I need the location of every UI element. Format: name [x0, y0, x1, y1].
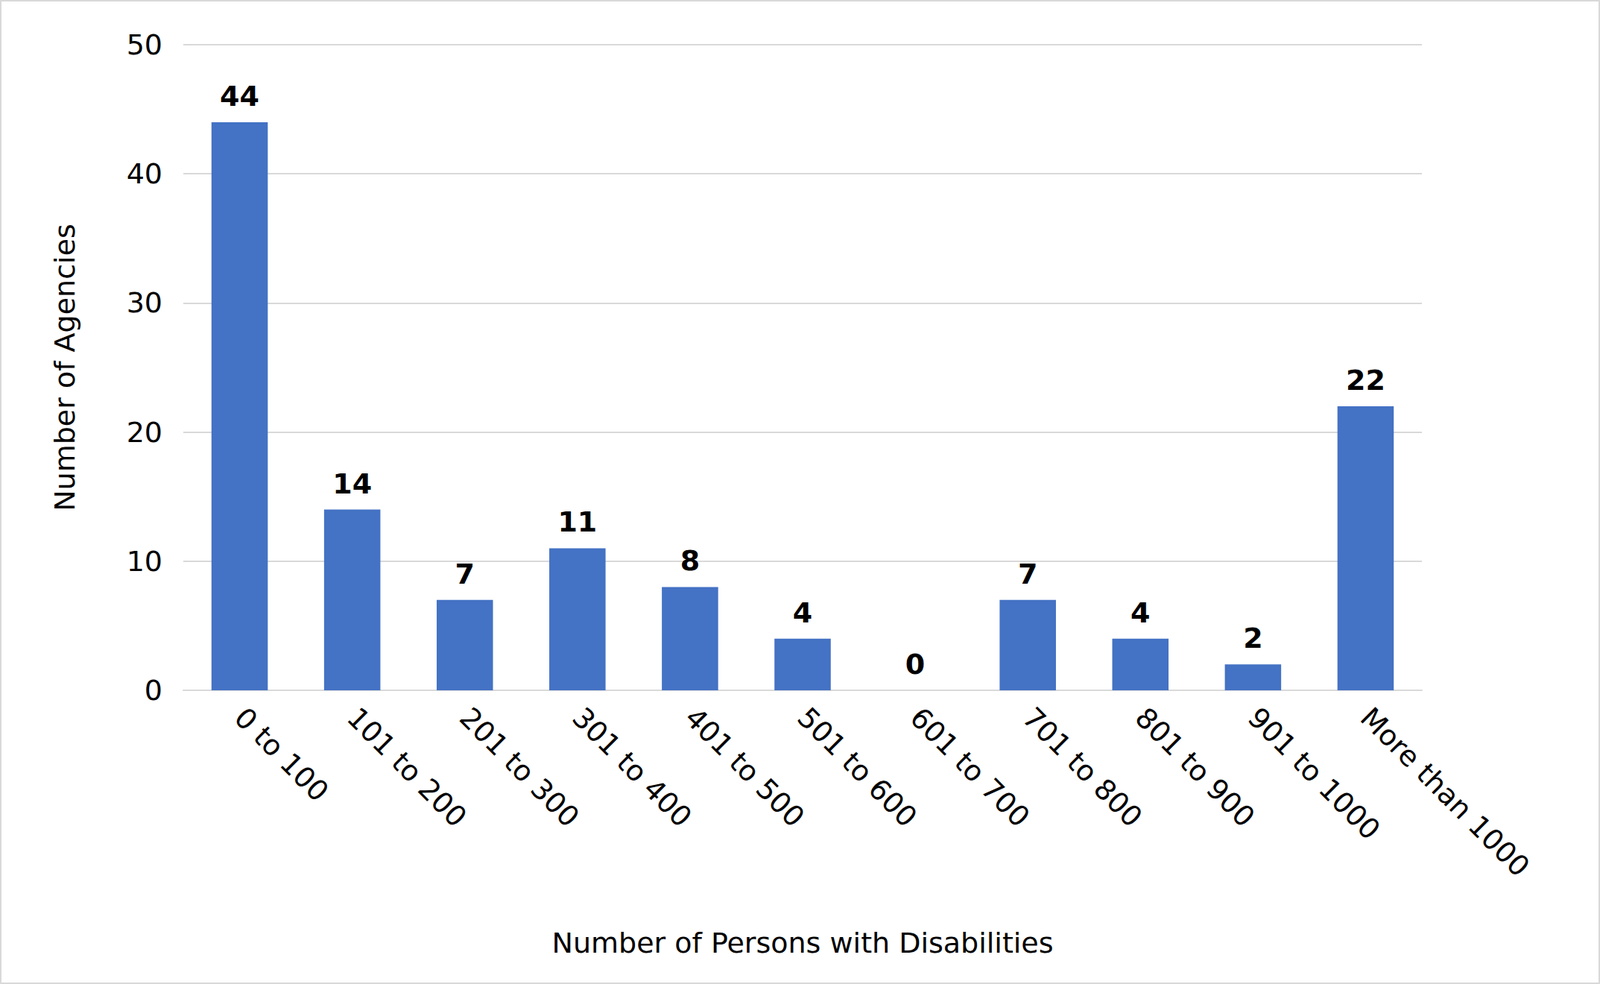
svg-text:10: 10 [126, 544, 163, 578]
svg-text:4: 4 [792, 596, 813, 629]
svg-text:44: 44 [219, 79, 260, 113]
svg-text:0: 0 [144, 673, 163, 707]
svg-text:Number of Persons with Disabil: Number of Persons with Disabilities [551, 926, 1054, 960]
svg-text:801 to 900: 801 to 900 [1129, 700, 1262, 834]
svg-text:20: 20 [126, 415, 163, 449]
svg-text:201 to 300: 201 to 300 [453, 700, 586, 834]
svg-text:8: 8 [680, 544, 700, 577]
svg-text:More than 1000: More than 1000 [1354, 700, 1536, 883]
svg-text:14: 14 [332, 467, 372, 501]
svg-text:0: 0 [905, 647, 925, 681]
svg-text:50: 50 [126, 28, 163, 62]
svg-text:11: 11 [557, 505, 597, 539]
svg-text:601 to 700: 601 to 700 [903, 700, 1037, 834]
svg-text:22: 22 [1345, 363, 1386, 397]
svg-text:401 to 500: 401 to 500 [678, 700, 811, 834]
svg-text:7: 7 [455, 557, 475, 591]
svg-text:30: 30 [126, 286, 163, 319]
svg-text:501 to 600: 501 to 600 [790, 700, 924, 834]
svg-text:701 to 800: 701 to 800 [1016, 700, 1150, 834]
svg-text:Number of Agencies: Number of Agencies [48, 223, 82, 512]
svg-text:40: 40 [126, 157, 163, 191]
svg-text:2: 2 [1243, 621, 1263, 655]
svg-text:0 to 100: 0 to 100 [228, 700, 336, 808]
svg-text:101 to 200: 101 to 200 [340, 700, 474, 834]
svg-text:7: 7 [1017, 557, 1038, 591]
svg-text:4: 4 [1130, 596, 1150, 629]
svg-text:301 to 400: 301 to 400 [565, 700, 699, 834]
svg-text:901 to 1000: 901 to 1000 [1241, 700, 1387, 846]
